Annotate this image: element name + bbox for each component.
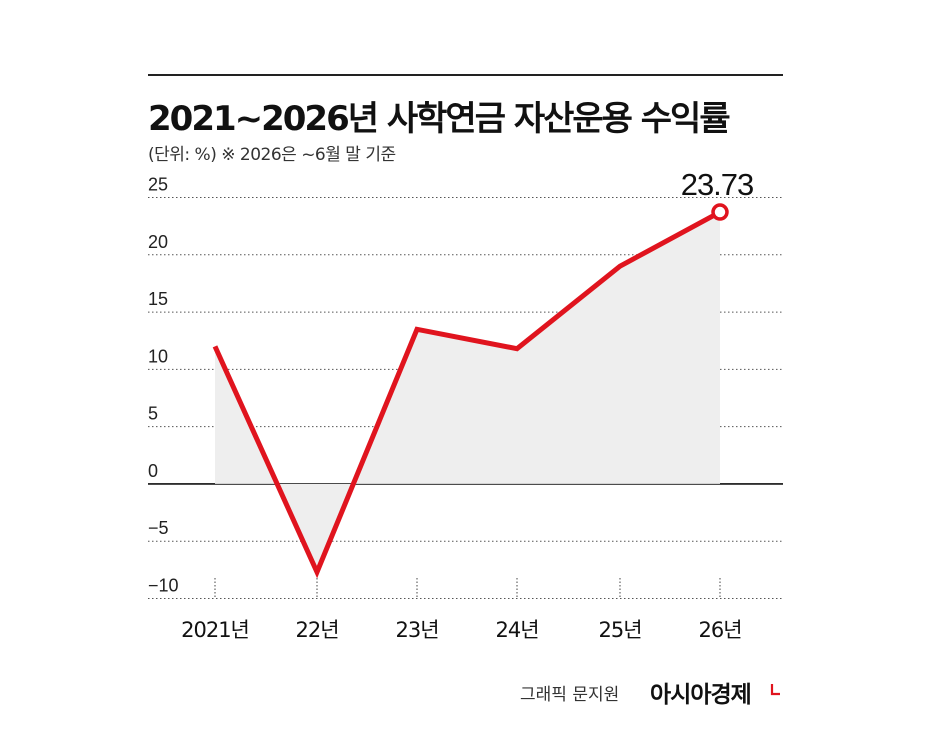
- axis-layer: 2021년 22년 23년 24년 25년 26년: [181, 578, 743, 642]
- y-tick-label: 5: [148, 404, 158, 424]
- x-tick-label: 26년: [698, 618, 741, 642]
- brand-logo-text: 아시아경제: [650, 682, 751, 708]
- chart-subtitle: (단위: %) ※ 2026은 ~6월 말 기준: [148, 145, 396, 165]
- x-tick-label: 24년: [495, 618, 538, 642]
- series-line: [212, 209, 722, 579]
- y-tick-label: 10: [148, 346, 168, 366]
- y-tick-label: −5: [148, 518, 169, 538]
- x-tick-label: 22년: [295, 618, 338, 642]
- x-tick-label: 25년: [598, 618, 641, 642]
- credit-text: 그래픽 문지원: [520, 685, 619, 705]
- x-tick-label: 2021년: [181, 618, 249, 642]
- label-layer: 23.73: [681, 167, 755, 202]
- y-tick-label: 20: [148, 232, 168, 252]
- data-point-marker: [711, 203, 729, 221]
- brand-mark-icon: [770, 684, 780, 696]
- x-tick-label: 23년: [395, 618, 438, 642]
- series-area: [215, 212, 720, 573]
- data-label: 23.73: [681, 167, 754, 202]
- area-layer: [215, 212, 720, 573]
- y-tick-label: −10: [148, 576, 179, 596]
- y-tick-label: 0: [148, 461, 158, 481]
- chart-title: 2021~2026년 사학연금 자산운용 수익률: [148, 99, 730, 139]
- y-tick-label: 15: [148, 289, 168, 309]
- y-tick-label: 25: [148, 175, 168, 195]
- line-layer: [212, 203, 729, 579]
